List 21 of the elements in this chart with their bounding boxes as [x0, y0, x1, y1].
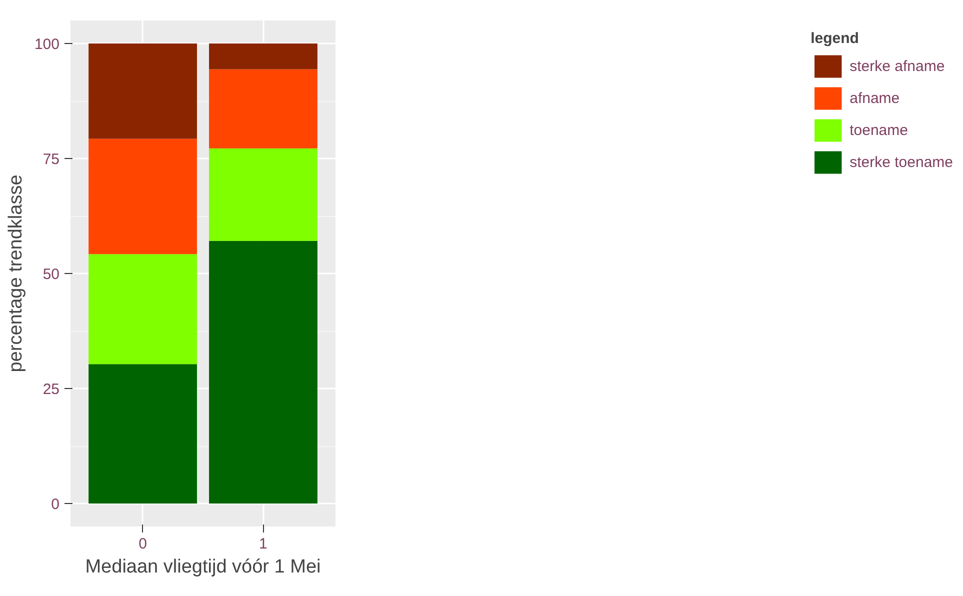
bar — [209, 69, 318, 148]
legend-label: sterke toename — [850, 154, 953, 170]
y-tick-label: 100 — [34, 36, 60, 53]
y-axis-title: percentage trendklasse — [5, 174, 26, 372]
x-axis-title: Mediaan vliegtijd vóór 1 Mei — [85, 556, 321, 578]
y-tick-label: 50 — [42, 266, 60, 283]
bar — [209, 148, 318, 241]
bar — [209, 240, 318, 504]
bar — [209, 44, 318, 70]
legend-label: sterke afname — [850, 58, 945, 74]
legend-title: legend — [810, 30, 860, 47]
y-tick-label: 0 — [51, 496, 60, 513]
y-tick-label: 25 — [42, 381, 60, 398]
y-tick-label: 75 — [42, 151, 60, 168]
legend-label: toename — [850, 122, 908, 138]
legend-label: afname — [850, 90, 900, 106]
bar — [88, 364, 197, 504]
bar — [88, 254, 197, 364]
x-tick-label: 1 — [259, 536, 268, 552]
bar — [88, 44, 197, 139]
bar — [88, 138, 197, 254]
